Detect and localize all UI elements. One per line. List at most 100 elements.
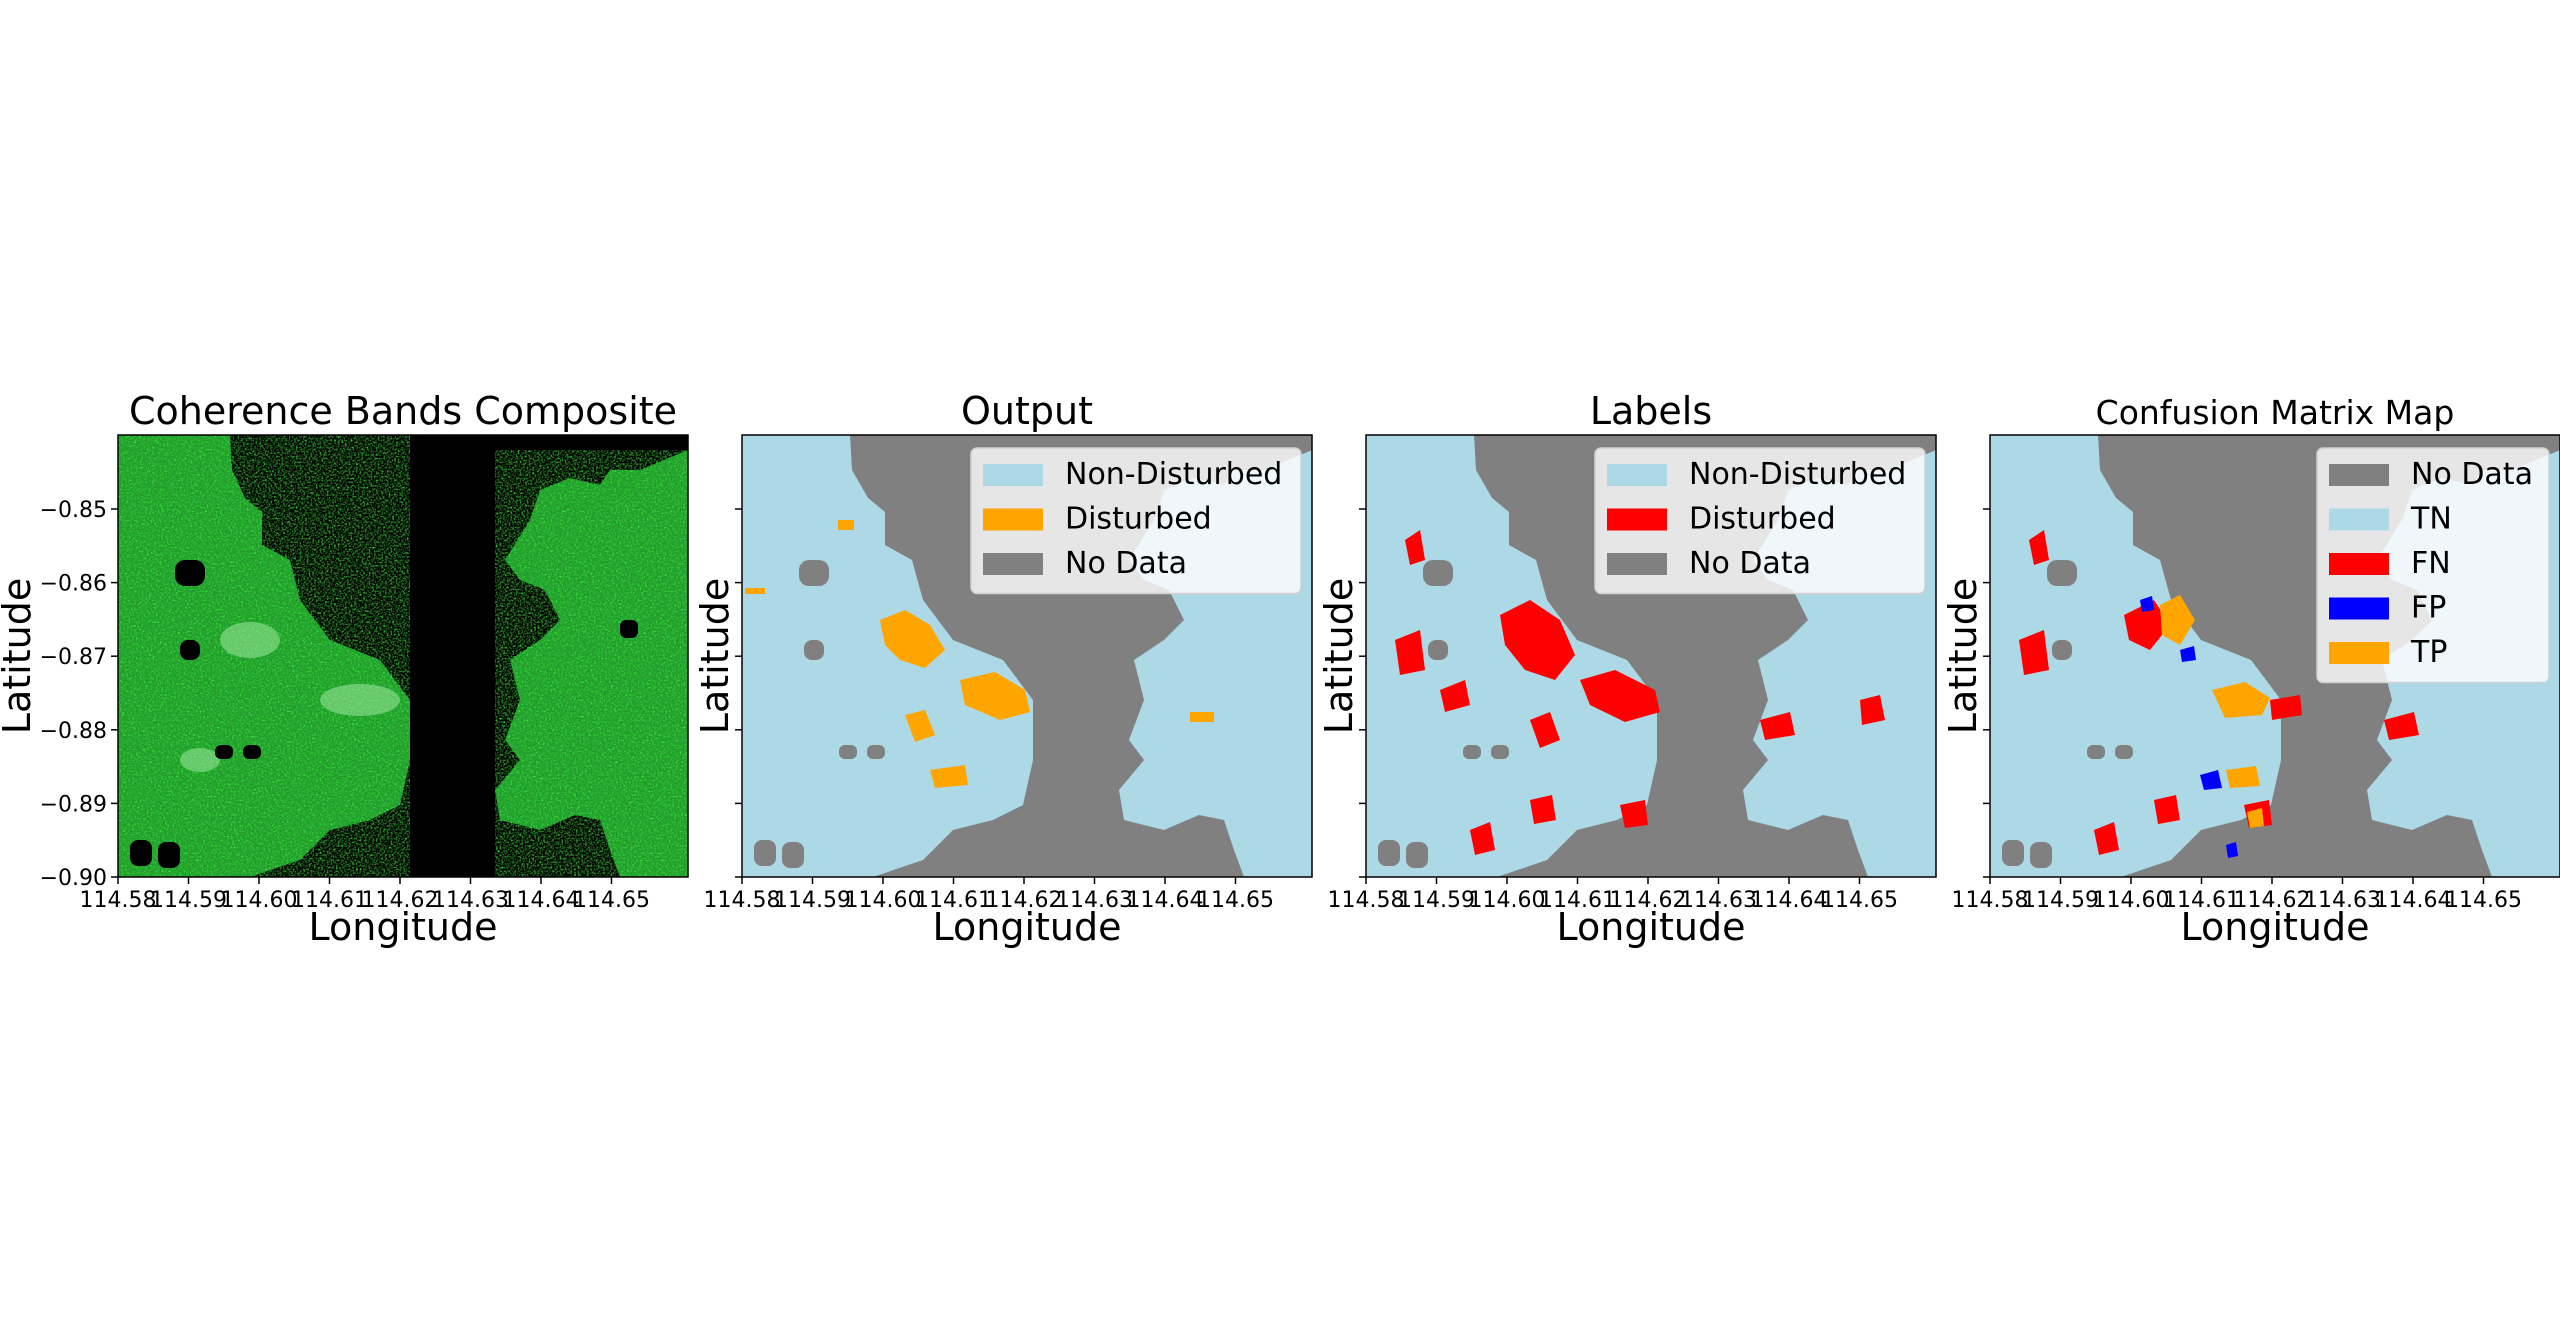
y-axis-label: Latitude (693, 578, 737, 734)
legend-label: No Data (1065, 546, 1187, 581)
x-tick-label: 114.63 (2304, 888, 2381, 913)
no-data-holes (2002, 560, 2133, 868)
legend-label: Disturbed (1065, 502, 1212, 537)
x-tick-label: 114.61 (1539, 888, 1616, 913)
map-image (1366, 435, 1936, 877)
fp-regions (2140, 596, 2238, 858)
x-axis-label: Longitude (309, 905, 498, 949)
x-tick-label: 114.63 (1680, 888, 1757, 913)
legend-box (970, 447, 1302, 595)
panel-output: Output (693, 389, 1313, 949)
legend-swatch (983, 553, 1043, 575)
x-tick-label: 114.63 (432, 888, 509, 913)
x-tick-label: 114.65 (573, 888, 650, 913)
legend-swatch (1607, 464, 1667, 486)
y-ticks (1983, 508, 1990, 878)
x-tick-label: 114.64 (503, 888, 580, 913)
legend-label: Non-Disturbed (1065, 457, 1282, 492)
x-tick-label: 114.59 (1398, 888, 1475, 913)
x-tick-label: 114.59 (774, 888, 851, 913)
y-ticks: −0.85 −0.86 −0.87 −0.88 −0.89 −0.90 (40, 498, 118, 891)
legend-label: TP (2410, 635, 2447, 670)
map-image (118, 435, 688, 877)
x-axis-label: Longitude (1557, 905, 1746, 949)
x-tick-label: 114.60 (221, 888, 298, 913)
x-tick-label: 114.60 (1469, 888, 1546, 913)
disturbed-regions (745, 520, 1214, 788)
panel-confusion-matrix: Confusion Matrix Map (1941, 393, 2560, 949)
y-tick-label: −0.87 (40, 645, 107, 670)
legend-swatch (2329, 597, 2389, 620)
x-tick-label: 114.58 (704, 888, 781, 913)
x-tick-label: 114.62 (362, 888, 439, 913)
x-ticks: 114.58114.59114.60114.61114.62114.63114.… (704, 877, 1274, 913)
x-tick-label: 114.59 (150, 888, 227, 913)
x-tick-label: 114.58 (1328, 888, 1405, 913)
x-tick-label: 114.59 (2022, 888, 2099, 913)
x-ticks: 114.58114.59114.60114.61114.62114.63114.… (80, 877, 650, 913)
y-tick-label: −0.90 (40, 866, 107, 891)
x-tick-label: 114.63 (1056, 888, 1133, 913)
legend-swatch (983, 508, 1043, 531)
no-data-holes (754, 560, 885, 868)
x-axis-label: Longitude (2181, 905, 2370, 949)
panel-title: Coherence Bands Composite (129, 389, 677, 433)
x-tick-label: 114.58 (80, 888, 157, 913)
fn-regions (2019, 530, 2419, 855)
legend: No Data TN FN FP TP (2316, 447, 2550, 684)
x-tick-label: 114.64 (1751, 888, 1828, 913)
x-tick-label: 114.60 (845, 888, 922, 913)
panel-title: Labels (1590, 389, 1712, 433)
panel-labels: Labels (1317, 389, 1937, 949)
y-axis-label: Latitude (1941, 578, 1985, 734)
legend: Non-Disturbed Disturbed No Data (970, 447, 1302, 595)
legend-swatch (2329, 642, 2389, 664)
legend-label: FP (2411, 591, 2446, 626)
disturbed-regions (1395, 530, 1885, 855)
x-tick-label: 114.65 (1197, 888, 1274, 913)
legend-swatch (1607, 508, 1667, 531)
legend-label: No Data (1689, 546, 1811, 581)
x-tick-label: 114.65 (2445, 888, 2522, 913)
y-axis-label: Latitude (0, 578, 39, 734)
legend-swatch (2329, 508, 2389, 531)
legend-label: FN (2411, 546, 2451, 581)
y-tick-label: −0.86 (40, 572, 107, 597)
x-tick-label: 114.64 (1127, 888, 1204, 913)
tp-regions (2160, 595, 2270, 828)
y-ticks (1359, 508, 1366, 878)
x-tick-label: 114.61 (2163, 888, 2240, 913)
x-tick-label: 114.61 (915, 888, 992, 913)
panel-title: Confusion Matrix Map (2096, 393, 2455, 432)
legend-swatch (2329, 464, 2389, 486)
x-tick-label: 114.65 (1821, 888, 1898, 913)
no-data-holes (1378, 560, 1509, 868)
coherence-bright-patches (180, 622, 400, 772)
legend-box (2316, 447, 2550, 684)
coherence-holes (130, 560, 638, 868)
x-tick-label: 114.60 (2093, 888, 2170, 913)
legend-label: Non-Disturbed (1689, 457, 1906, 492)
y-tick-label: −0.85 (40, 498, 107, 523)
legend-swatch (983, 464, 1043, 486)
y-tick-label: −0.89 (40, 792, 107, 817)
legend-label: Disturbed (1689, 502, 1836, 537)
y-ticks (735, 508, 742, 878)
x-tick-label: 114.62 (1610, 888, 1687, 913)
y-tick-label: −0.88 (40, 719, 107, 744)
y-axis-label: Latitude (1317, 578, 1361, 734)
legend-swatch (2329, 553, 2389, 575)
x-tick-label: 114.58 (1952, 888, 2029, 913)
panel-coherence: Coherence Bands Composite (0, 389, 689, 949)
legend: Non-Disturbed Disturbed No Data (1594, 447, 1926, 595)
x-ticks: 114.58114.59114.60114.61114.62114.63114.… (1328, 877, 1898, 913)
x-tick-label: 114.61 (291, 888, 368, 913)
x-tick-label: 114.62 (2234, 888, 2311, 913)
panel-title: Output (961, 389, 1093, 433)
legend-box (1594, 447, 1926, 595)
legend-label: No Data (2411, 457, 2533, 492)
x-tick-label: 114.62 (986, 888, 1063, 913)
x-axis-label: Longitude (933, 905, 1122, 949)
